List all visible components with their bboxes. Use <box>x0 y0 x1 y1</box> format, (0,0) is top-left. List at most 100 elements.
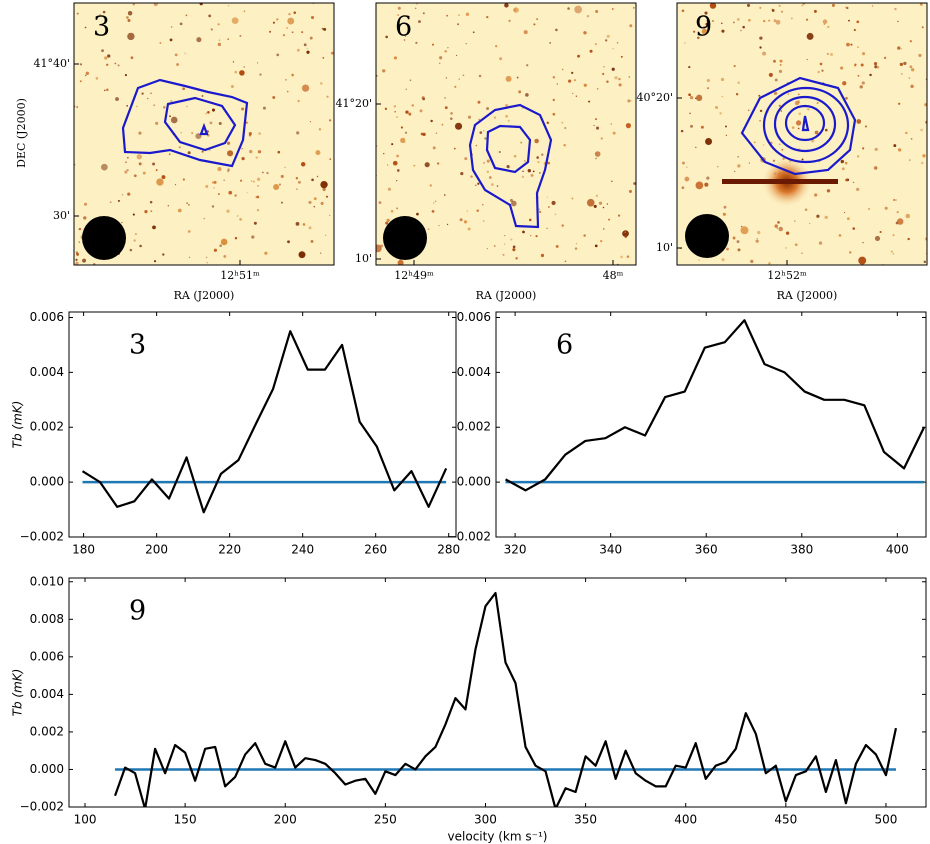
star <box>127 32 135 41</box>
star <box>102 10 106 14</box>
star <box>755 239 759 243</box>
star <box>149 200 153 204</box>
panel-label: 6 <box>556 330 573 361</box>
star <box>757 230 761 235</box>
star <box>575 95 578 97</box>
star <box>826 52 829 55</box>
star <box>130 56 134 60</box>
star <box>459 218 463 222</box>
star <box>226 209 230 213</box>
star <box>129 248 133 252</box>
star <box>218 39 221 41</box>
star <box>252 180 256 183</box>
star <box>703 25 706 29</box>
star <box>227 5 230 7</box>
star <box>136 154 142 160</box>
y-tick-label: 0.000 <box>30 475 64 489</box>
star <box>298 251 306 259</box>
star <box>862 147 865 150</box>
star <box>861 52 866 56</box>
star <box>297 99 300 103</box>
star <box>155 121 159 125</box>
star <box>78 241 81 243</box>
star <box>700 125 704 129</box>
star <box>736 17 740 21</box>
star <box>155 169 158 172</box>
star <box>518 90 522 94</box>
star <box>126 16 129 19</box>
star-field <box>376 3 636 265</box>
star <box>747 109 750 111</box>
star <box>132 213 135 216</box>
star <box>127 19 131 23</box>
star <box>698 259 700 261</box>
star <box>816 101 819 105</box>
star <box>608 218 611 221</box>
star <box>409 79 412 82</box>
contours <box>121 76 857 229</box>
star <box>300 162 306 167</box>
y-tick-label: 0.004 <box>30 687 64 701</box>
star <box>310 239 314 243</box>
star <box>594 118 598 121</box>
star <box>840 159 844 164</box>
star <box>101 49 104 53</box>
star <box>384 107 388 111</box>
star <box>552 112 556 116</box>
star <box>421 96 425 100</box>
star <box>259 73 262 76</box>
star <box>463 220 468 224</box>
star <box>794 220 796 222</box>
star <box>470 175 473 178</box>
star <box>396 207 399 210</box>
star <box>897 148 902 152</box>
star <box>230 84 234 89</box>
star <box>251 236 254 239</box>
star <box>453 147 456 150</box>
plot-area <box>81 330 448 514</box>
star <box>586 198 595 207</box>
star <box>596 87 599 90</box>
star <box>152 225 156 230</box>
star <box>306 50 310 54</box>
star <box>191 132 193 134</box>
y-tick-label: 41°40' <box>33 57 70 70</box>
star <box>564 126 567 130</box>
star <box>722 212 726 216</box>
star <box>561 121 564 124</box>
star <box>602 228 605 230</box>
star <box>241 148 243 150</box>
star <box>860 63 864 67</box>
star <box>513 154 517 158</box>
star <box>208 14 212 18</box>
star <box>706 87 710 90</box>
star <box>475 184 477 187</box>
star <box>133 174 137 178</box>
star <box>845 6 848 9</box>
star <box>82 258 87 263</box>
star <box>618 77 621 81</box>
star <box>856 20 860 24</box>
star <box>922 154 926 158</box>
star <box>308 200 312 204</box>
star <box>142 171 146 175</box>
star <box>75 261 79 265</box>
star <box>101 24 103 26</box>
star <box>276 53 280 57</box>
star <box>79 63 83 66</box>
star <box>857 46 859 49</box>
star <box>431 209 435 213</box>
star <box>114 62 117 65</box>
star <box>804 208 808 211</box>
star <box>507 119 510 122</box>
star <box>413 164 416 167</box>
star <box>606 34 610 38</box>
star <box>457 23 460 26</box>
star <box>390 209 394 213</box>
star <box>595 126 600 130</box>
star <box>806 58 808 61</box>
star <box>400 137 406 144</box>
star <box>854 63 857 66</box>
star <box>910 138 913 140</box>
star <box>681 186 685 190</box>
